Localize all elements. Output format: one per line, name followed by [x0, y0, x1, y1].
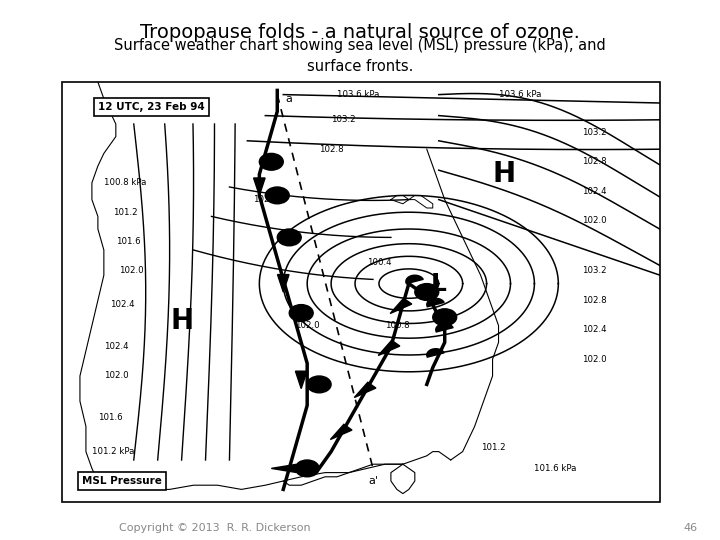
Text: 103.2: 103.2 — [582, 128, 607, 137]
Text: 100.8: 100.8 — [385, 321, 410, 330]
Polygon shape — [378, 340, 400, 355]
Text: 100.4: 100.4 — [367, 258, 392, 267]
Circle shape — [266, 187, 289, 204]
Text: 102.0: 102.0 — [104, 372, 128, 381]
Polygon shape — [406, 275, 423, 284]
Text: 103.2: 103.2 — [331, 116, 356, 124]
Text: 102.4: 102.4 — [110, 300, 135, 309]
Circle shape — [415, 284, 438, 300]
Polygon shape — [295, 371, 307, 389]
Text: 103.6 kPa: 103.6 kPa — [337, 90, 379, 99]
Text: 102.0: 102.0 — [119, 267, 143, 275]
Polygon shape — [271, 464, 296, 472]
Text: 101.2: 101.2 — [113, 208, 138, 217]
Text: a: a — [286, 94, 292, 104]
Text: 102.4: 102.4 — [582, 325, 607, 334]
Text: L: L — [431, 272, 446, 295]
Text: Surface weather chart showing sea level (MSL) pressure (kPa), and
surface fronts: Surface weather chart showing sea level … — [114, 38, 606, 74]
Text: 46: 46 — [684, 523, 698, 533]
Text: 12 UTC, 23 Feb 94: 12 UTC, 23 Feb 94 — [99, 102, 205, 112]
Text: 102.8: 102.8 — [582, 296, 607, 305]
Text: 102.8: 102.8 — [319, 145, 343, 154]
Polygon shape — [436, 323, 453, 332]
Text: 102.4: 102.4 — [104, 342, 128, 351]
Text: 103.2: 103.2 — [582, 267, 607, 275]
Text: H: H — [170, 307, 193, 335]
Text: a': a' — [368, 476, 378, 486]
Circle shape — [307, 376, 331, 393]
Text: 102.0: 102.0 — [582, 355, 607, 364]
Text: 102.0: 102.0 — [295, 321, 320, 330]
Text: 102.8: 102.8 — [582, 157, 607, 166]
Circle shape — [277, 229, 301, 246]
Polygon shape — [277, 274, 289, 292]
Polygon shape — [354, 382, 376, 397]
Text: 102.0: 102.0 — [582, 216, 607, 225]
Circle shape — [433, 309, 456, 326]
Circle shape — [259, 153, 283, 170]
Polygon shape — [390, 298, 412, 314]
Polygon shape — [253, 178, 265, 195]
Circle shape — [295, 460, 319, 477]
Polygon shape — [427, 298, 444, 307]
Text: 101.6: 101.6 — [98, 414, 122, 422]
Text: Copyright © 2013  R. R. Dickerson: Copyright © 2013 R. R. Dickerson — [120, 523, 311, 533]
Text: 103.6 kPa: 103.6 kPa — [498, 90, 541, 99]
Text: 100.8 kPa: 100.8 kPa — [104, 178, 146, 187]
Text: MSL Pressure: MSL Pressure — [82, 476, 162, 486]
Text: H: H — [493, 160, 516, 188]
Text: 101.2 kPa: 101.2 kPa — [92, 447, 134, 456]
Text: 102.4: 102.4 — [253, 195, 278, 204]
Polygon shape — [427, 349, 444, 357]
Text: 101.6 kPa: 101.6 kPa — [534, 464, 577, 473]
Text: 101.2: 101.2 — [481, 443, 505, 452]
Circle shape — [289, 305, 313, 321]
Text: 101.6: 101.6 — [116, 237, 140, 246]
Text: Tropopause folds - a natural source of ozone.: Tropopause folds - a natural source of o… — [140, 23, 580, 42]
Polygon shape — [330, 424, 352, 440]
Bar — [62, 82, 660, 502]
Text: 102.4: 102.4 — [582, 187, 607, 195]
